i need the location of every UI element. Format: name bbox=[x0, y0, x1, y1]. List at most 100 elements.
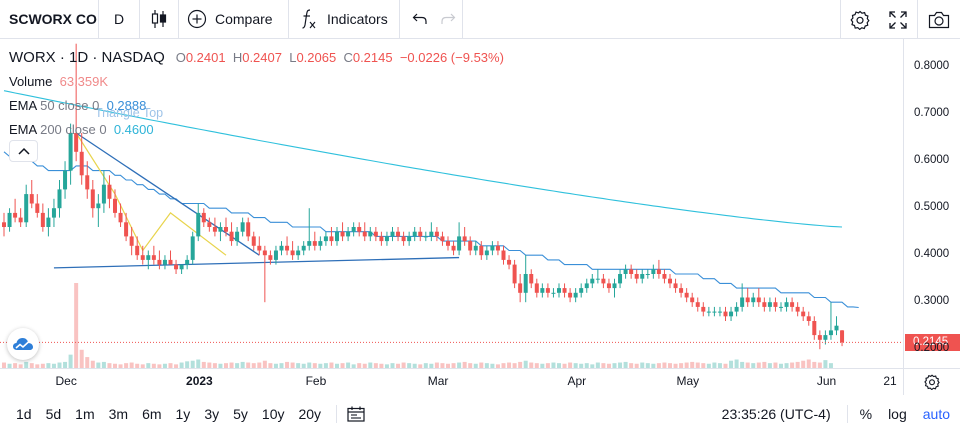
chart-type-button[interactable] bbox=[140, 0, 178, 39]
interval-button[interactable]: D bbox=[113, 11, 125, 27]
candle-body bbox=[418, 231, 423, 237]
range-3m-button[interactable]: 3m bbox=[108, 406, 129, 422]
candle-body bbox=[651, 269, 656, 274]
volume-bar bbox=[151, 363, 156, 368]
volume-bar bbox=[651, 363, 656, 368]
range-1y-button[interactable]: 1y bbox=[175, 406, 191, 422]
scale-settings-button[interactable] bbox=[903, 368, 960, 395]
candle-body bbox=[335, 231, 339, 242]
volume-bar bbox=[557, 363, 561, 368]
volume-bar bbox=[262, 360, 267, 368]
fullscreen-button[interactable] bbox=[879, 0, 917, 39]
volume-bar bbox=[423, 363, 428, 368]
range-1d-button[interactable]: 1d bbox=[16, 406, 32, 422]
candle-body bbox=[179, 264, 184, 270]
volume-bar bbox=[418, 364, 423, 368]
volume-bar bbox=[29, 363, 34, 368]
candle-body bbox=[490, 245, 495, 251]
volume-bar bbox=[224, 363, 228, 368]
volume-bar bbox=[146, 363, 151, 368]
toolbar-right bbox=[840, 0, 960, 39]
percent-scale-toggle[interactable]: % bbox=[859, 406, 873, 422]
volume-bar bbox=[296, 363, 301, 368]
volume-bar bbox=[606, 363, 611, 368]
price-chart[interactable] bbox=[0, 39, 903, 368]
volume-bar bbox=[645, 363, 650, 368]
candle-body bbox=[751, 297, 756, 303]
undo-button[interactable] bbox=[406, 0, 434, 39]
candle-body bbox=[518, 283, 523, 293]
chart-pane[interactable] bbox=[0, 39, 903, 368]
candle-body bbox=[828, 330, 833, 336]
candle-body bbox=[701, 306, 706, 312]
volume-bar bbox=[828, 363, 833, 368]
volume-bar bbox=[568, 362, 573, 368]
gear-icon bbox=[850, 10, 870, 30]
volume-bar bbox=[745, 362, 750, 368]
candle-body bbox=[2, 222, 6, 227]
goto-date-button[interactable] bbox=[347, 406, 365, 422]
candle-body bbox=[146, 255, 151, 260]
volume-bar bbox=[701, 363, 706, 368]
clock-timezone[interactable]: 23:35:26 (UTC-4) bbox=[721, 406, 831, 422]
volume-bar bbox=[124, 363, 129, 368]
candle-body bbox=[168, 259, 173, 265]
candle-body bbox=[373, 231, 378, 237]
candle-body bbox=[823, 335, 828, 340]
volume-bar bbox=[429, 363, 434, 368]
range-5d-button[interactable]: 5d bbox=[45, 406, 62, 422]
compare-button[interactable]: Compare bbox=[179, 0, 288, 39]
candle-body bbox=[285, 245, 290, 251]
volume-bar bbox=[46, 363, 51, 368]
legend-ohlc-row: WORX · 1D · NASDAQ O0.2401 H0.2407 L0.20… bbox=[9, 46, 504, 70]
pattern-label: Triangle Top bbox=[95, 106, 164, 120]
candle-body bbox=[279, 245, 284, 251]
candle-body bbox=[834, 325, 839, 331]
candle-body bbox=[668, 278, 672, 284]
volume-bar bbox=[545, 363, 550, 368]
symbol-search[interactable]: SCWORX CO bbox=[9, 11, 97, 27]
candle-body bbox=[501, 250, 506, 260]
legend-ema200-row[interactable]: EMA 200 close 0 0.4600 bbox=[9, 118, 504, 142]
candle-body bbox=[540, 288, 545, 293]
time-tick-label: Feb bbox=[305, 374, 327, 388]
range-5y-button[interactable]: 5y bbox=[233, 406, 248, 422]
time-tick-label: Apr bbox=[567, 374, 587, 388]
range-1m-button[interactable]: 1m bbox=[75, 406, 95, 422]
candle-body bbox=[529, 274, 534, 284]
legend-collapse-button[interactable] bbox=[9, 140, 38, 162]
candle-body bbox=[368, 231, 373, 237]
candle-body bbox=[840, 330, 845, 343]
volume-bar bbox=[390, 363, 395, 368]
candle-body bbox=[601, 278, 606, 284]
candle-body bbox=[196, 212, 201, 237]
candle-body bbox=[557, 288, 561, 293]
price-scale[interactable]: 0.2145 0.8000 0.7000 0.6000 0.5000 0.4000 0.3… bbox=[903, 39, 960, 368]
volume-bar bbox=[407, 363, 412, 368]
range-10y-button[interactable]: 10y bbox=[261, 406, 285, 422]
tradingview-logo-button[interactable] bbox=[7, 328, 39, 360]
volume-bar bbox=[279, 363, 284, 368]
screenshot-button[interactable] bbox=[918, 0, 960, 39]
candle-body bbox=[534, 283, 539, 293]
volume-bar bbox=[207, 362, 212, 368]
candle-body bbox=[484, 250, 489, 256]
divider bbox=[288, 0, 289, 39]
time-axis[interactable]: Dec 2023 Feb Mar Apr May Jun 21 bbox=[0, 368, 903, 395]
range-3y-button[interactable]: 3y bbox=[204, 406, 220, 422]
price-tick-label: 0.4000 bbox=[914, 248, 950, 261]
candle-body bbox=[662, 274, 667, 279]
log-scale-toggle[interactable]: log bbox=[888, 406, 907, 422]
indicators-button[interactable]: Indicators bbox=[289, 0, 399, 39]
range-20y-button[interactable]: 20y bbox=[298, 406, 322, 422]
candle-body bbox=[695, 302, 700, 307]
candle-body bbox=[429, 231, 434, 237]
legend-ema50-row[interactable]: EMA 50 close 0 0.2888 bbox=[9, 94, 504, 118]
settings-button[interactable] bbox=[841, 0, 879, 39]
price-tick-label: 0.7000 bbox=[914, 107, 950, 120]
auto-scale-toggle[interactable]: auto bbox=[922, 406, 950, 422]
legend-volume-row[interactable]: Volume 63.359K bbox=[9, 70, 504, 94]
range-6m-button[interactable]: 6m bbox=[142, 406, 162, 422]
volume-bar bbox=[57, 362, 62, 368]
redo-button[interactable] bbox=[434, 0, 462, 39]
